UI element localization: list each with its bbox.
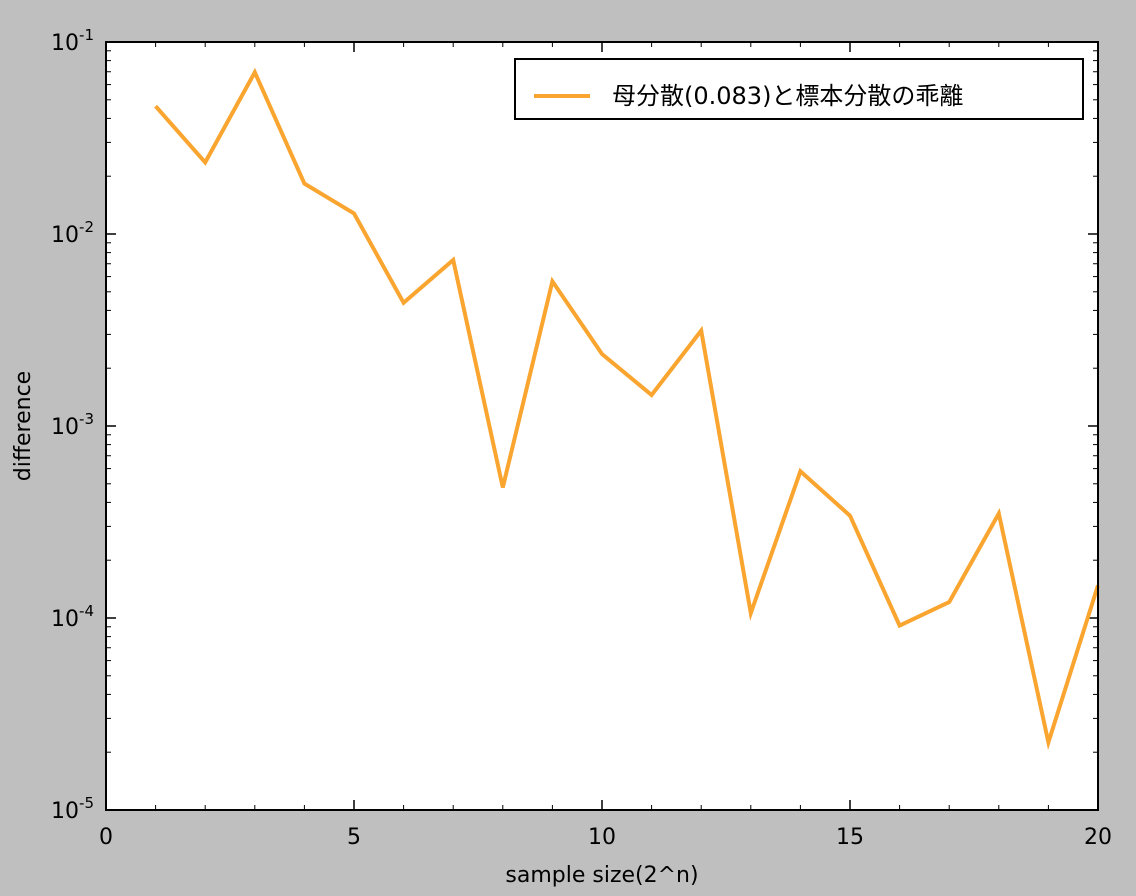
x-tick-label: 5 [347,825,361,850]
plot-frame [105,41,1099,811]
y-tick-label: 10-2 [51,218,94,248]
y-tick-labels: 10-1 10-2 10-3 10-4 10-5 [51,26,94,824]
series-layer [154,67,1100,751]
x-tick-labels: 0 5 10 15 20 [99,825,1112,850]
y-tick-label: 10-5 [51,794,94,824]
x-axis-label: sample size(2^n) [505,863,698,888]
legend: 母分散(0.083)と標本分散の乖離 [514,58,1084,120]
y-axis-label: difference [11,371,36,481]
x-tick-label: 0 [99,825,113,850]
x-tick-label: 10 [588,825,616,850]
legend-box [514,58,1084,120]
y-tick-label: 10-1 [51,26,94,56]
legend-label: 母分散(0.083)と標本分散の乖離 [612,82,963,110]
plot-area [106,42,1098,810]
y-tick-label: 10-4 [51,602,94,632]
y-tick-label: 10-3 [51,410,94,440]
series-line [154,67,1100,751]
x-tick-label: 20 [1084,825,1112,850]
x-tick-label: 15 [836,825,864,850]
